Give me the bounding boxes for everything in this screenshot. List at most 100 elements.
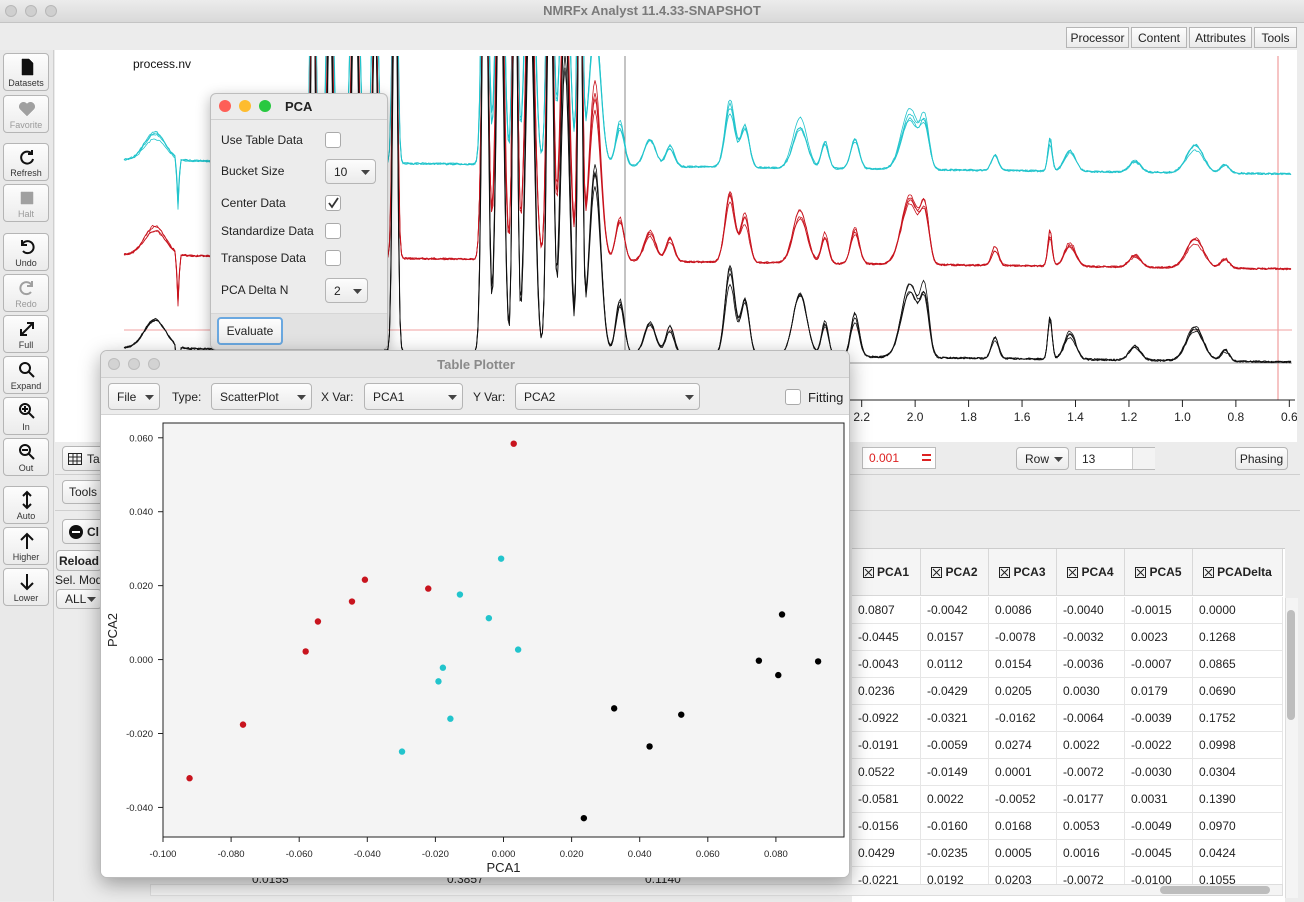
- reload-button[interactable]: Reload: [56, 550, 102, 571]
- row-spinner[interactable]: 13: [1075, 447, 1155, 470]
- toolbar-button[interactable]: Redo: [3, 274, 49, 312]
- y-var-dropdown[interactable]: PCA2: [515, 383, 700, 410]
- dropdown-arrow: [1054, 456, 1063, 462]
- x-tick-label: -0.080: [218, 849, 245, 860]
- window-control[interactable]: [219, 100, 231, 112]
- arrow-shape: [145, 394, 154, 400]
- table-cell: 0.0022: [1057, 732, 1125, 759]
- dropdown-arrow: [353, 288, 362, 294]
- column-header[interactable]: PCA5: [1125, 549, 1193, 596]
- spinner-buttons: [1132, 448, 1155, 469]
- y-axis-label: PCA2: [105, 613, 120, 647]
- icon-shape: [1135, 566, 1147, 578]
- window-control[interactable]: [239, 100, 251, 112]
- window-control[interactable]: [5, 5, 17, 17]
- toolbar-button[interactable]: Halt: [3, 184, 49, 222]
- scatter-point: [186, 775, 193, 782]
- tools-button[interactable]: Tools: [62, 480, 104, 504]
- window-control[interactable]: [45, 5, 57, 17]
- scatter-point: [755, 657, 763, 664]
- row-mode-dropdown-text: Row: [1025, 451, 1050, 466]
- x-tick-label: 0.8: [1228, 410, 1245, 424]
- window-control[interactable]: [128, 358, 140, 370]
- toolbar-button[interactable]: In: [3, 397, 49, 435]
- checkbox[interactable]: [325, 195, 341, 211]
- table-cell: -0.0064: [1057, 705, 1125, 732]
- toolbar-button[interactable]: Favorite: [3, 95, 49, 133]
- icon-shape: [1067, 566, 1079, 578]
- icon-shape: [20, 322, 34, 336]
- x-var-dropdown[interactable]: PCA1: [364, 383, 463, 410]
- column-header[interactable]: PCA4: [1057, 549, 1125, 596]
- field-label: Center Data: [221, 196, 286, 210]
- table-cell: 0.0157: [921, 624, 989, 651]
- icon-shape: [19, 403, 35, 419]
- table-cell: -0.0177: [1057, 786, 1125, 813]
- table-cell: 0.0001: [989, 759, 1057, 786]
- toolbar-button[interactable]: Full: [3, 315, 49, 353]
- y-var-dropdown-text: PCA2: [524, 389, 556, 404]
- toolbar-button[interactable]: Out: [3, 438, 49, 476]
- menu-tab[interactable]: Processor: [1066, 27, 1129, 48]
- file-menu[interactable]: File: [108, 383, 160, 410]
- y-tick-label: 0.040: [129, 507, 153, 518]
- window-control[interactable]: [25, 5, 37, 17]
- scatter-point: [447, 715, 454, 722]
- column-header[interactable]: PCA3: [989, 549, 1057, 596]
- x-tick-label: 1.6: [1014, 410, 1031, 424]
- evaluate-button[interactable]: Evaluate: [217, 317, 283, 345]
- scroll-thumb: [1160, 886, 1270, 894]
- table-cell: 0.0304: [1193, 759, 1283, 786]
- table-cell: -0.0030: [1125, 759, 1193, 786]
- table-cell: -0.0036: [1057, 651, 1125, 678]
- menu-tab[interactable]: Attributes: [1189, 27, 1252, 48]
- table-cell: 0.0112: [921, 651, 989, 678]
- dataset-label: process.nv: [133, 57, 191, 71]
- threshold-field[interactable]: 0.001: [862, 447, 936, 469]
- toolbar-icon: [22, 490, 32, 510]
- arrow-shape: [1054, 456, 1063, 462]
- plotter-toolbar: [101, 378, 849, 415]
- scatter-point: [678, 711, 685, 718]
- toolbar-label: Datasets: [8, 78, 44, 88]
- window-control[interactable]: [108, 358, 120, 370]
- row-mode-dropdown[interactable]: Row: [1016, 447, 1069, 470]
- toolbar-button[interactable]: Refresh: [3, 143, 49, 181]
- field-dropdown-text: 10: [334, 164, 348, 179]
- toolbar-button[interactable]: Undo: [3, 233, 49, 271]
- sel-mode-dropdown[interactable]: ALL: [56, 589, 102, 609]
- toolbar-button[interactable]: Higher: [3, 527, 49, 565]
- field-dropdown[interactable]: 10: [325, 159, 376, 184]
- column-checkbox: [862, 566, 874, 578]
- checkbox[interactable]: [325, 132, 341, 148]
- phasing-button[interactable]: Phasing: [1235, 447, 1288, 470]
- field-dropdown[interactable]: 2: [325, 278, 368, 303]
- checkbox[interactable]: [325, 250, 341, 266]
- field-label: Standardize Data: [221, 224, 314, 238]
- column-header[interactable]: PCADelta: [1193, 549, 1283, 596]
- window-control[interactable]: [259, 100, 271, 112]
- type-dropdown[interactable]: ScatterPlot: [211, 383, 312, 410]
- toolbar-button[interactable]: Expand: [3, 356, 49, 394]
- table-cell: -0.0321: [921, 705, 989, 732]
- toolbar-icon: [20, 150, 34, 165]
- checkbox[interactable]: [325, 223, 341, 239]
- type-dropdown-text: ScatterPlot: [220, 389, 279, 404]
- toolbar-button[interactable]: Auto: [3, 486, 49, 524]
- column-header[interactable]: PCA2: [921, 549, 989, 596]
- table-cell: -0.0922: [852, 705, 921, 732]
- toolbar-label: Refresh: [10, 168, 42, 178]
- window-control[interactable]: [148, 358, 160, 370]
- x-tick-label: -0.100: [150, 849, 177, 860]
- table-cell: -0.0052: [989, 786, 1057, 813]
- x-tick-label: 0.040: [628, 849, 652, 860]
- toolbar-button[interactable]: Datasets: [3, 53, 49, 91]
- table-cell: 0.0690: [1193, 678, 1283, 705]
- icon-shape: [20, 191, 34, 205]
- scatter-point: [580, 814, 588, 822]
- menu-tab[interactable]: Tools: [1254, 27, 1297, 48]
- toolbar-button[interactable]: Lower: [3, 568, 49, 606]
- menu-tab[interactable]: Content: [1131, 27, 1187, 48]
- column-header[interactable]: PCA1: [852, 549, 921, 596]
- checkbox[interactable]: [785, 389, 801, 405]
